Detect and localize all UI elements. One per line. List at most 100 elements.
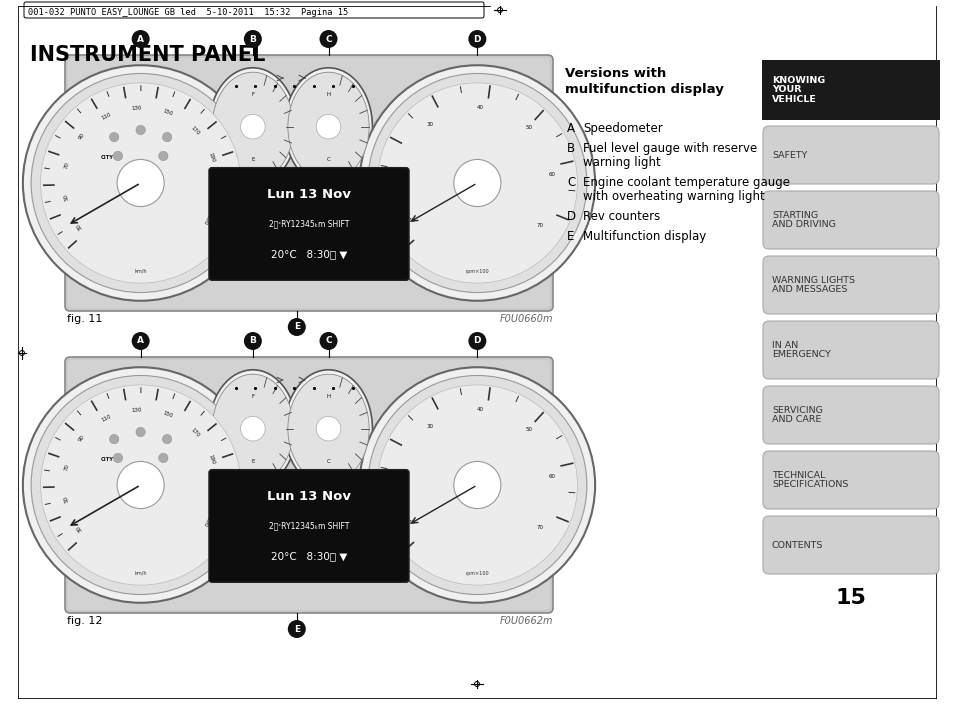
Text: B: B — [249, 35, 256, 44]
Text: AND CARE: AND CARE — [771, 415, 821, 424]
Text: C: C — [326, 157, 330, 162]
Text: 2ⓈᶜRY12345ₖm SHIFT: 2ⓈᶜRY12345ₖm SHIFT — [269, 220, 349, 229]
Text: C: C — [325, 337, 332, 345]
Circle shape — [117, 160, 164, 207]
Circle shape — [288, 620, 306, 638]
Circle shape — [40, 83, 240, 283]
Text: Rev counters: Rev counters — [582, 210, 659, 223]
Text: 10: 10 — [408, 520, 416, 525]
Text: D: D — [473, 337, 480, 345]
Circle shape — [31, 73, 250, 292]
Text: H: H — [326, 92, 331, 97]
Text: 001-032 PUNTO EASY_LOUNGE GB led  5-10-2011  15:32  Pagina 15: 001-032 PUNTO EASY_LOUNGE GB led 5-10-20… — [28, 8, 348, 17]
FancyBboxPatch shape — [209, 469, 409, 582]
Circle shape — [110, 434, 119, 444]
Text: A: A — [566, 122, 575, 135]
Circle shape — [468, 30, 486, 48]
Circle shape — [376, 385, 577, 585]
Text: 70: 70 — [536, 223, 542, 228]
Text: SERVICING: SERVICING — [771, 406, 822, 414]
Text: E: E — [251, 157, 254, 162]
Text: 230: 230 — [202, 214, 211, 225]
Circle shape — [359, 65, 595, 301]
FancyBboxPatch shape — [762, 321, 938, 379]
Text: E: E — [251, 459, 254, 464]
Text: 2ⓈᶜRY12345ₖm SHIFT: 2ⓈᶜRY12345ₖm SHIFT — [269, 522, 349, 530]
Text: 170: 170 — [189, 125, 200, 136]
Circle shape — [288, 318, 306, 336]
Circle shape — [162, 133, 172, 142]
Text: rpm×100: rpm×100 — [465, 571, 489, 576]
Text: H: H — [326, 394, 331, 399]
FancyBboxPatch shape — [65, 55, 553, 311]
Circle shape — [319, 30, 337, 48]
Text: E: E — [294, 323, 299, 332]
Ellipse shape — [209, 370, 296, 488]
Text: B: B — [566, 142, 575, 155]
Circle shape — [31, 376, 250, 594]
Text: E: E — [566, 230, 574, 243]
Text: 20: 20 — [399, 167, 406, 172]
Text: 130: 130 — [132, 105, 142, 111]
Text: B: B — [249, 337, 256, 345]
Circle shape — [135, 125, 145, 135]
Text: 70: 70 — [64, 463, 71, 471]
Text: rpm×100: rpm×100 — [465, 269, 489, 274]
FancyBboxPatch shape — [762, 451, 938, 509]
Text: EMERGENCY: EMERGENCY — [771, 350, 830, 359]
Circle shape — [240, 417, 265, 441]
Circle shape — [468, 332, 486, 350]
Circle shape — [113, 453, 123, 462]
Text: Engine coolant temperature gauge: Engine coolant temperature gauge — [582, 176, 789, 189]
Text: 210: 210 — [213, 184, 218, 194]
Ellipse shape — [288, 72, 369, 181]
Text: 20: 20 — [399, 469, 406, 474]
Text: TECHNICAL: TECHNICAL — [771, 471, 824, 480]
FancyBboxPatch shape — [762, 516, 938, 574]
Text: KNOWING: KNOWING — [771, 76, 824, 85]
Text: IN AN: IN AN — [771, 341, 798, 349]
Ellipse shape — [212, 72, 294, 181]
Circle shape — [40, 385, 240, 585]
Text: 150: 150 — [162, 411, 173, 419]
Text: C: C — [326, 459, 330, 464]
Text: Lun 13 Nov: Lun 13 Nov — [267, 189, 351, 201]
Circle shape — [359, 367, 595, 603]
Circle shape — [132, 30, 150, 48]
Ellipse shape — [209, 68, 296, 186]
Text: C: C — [325, 35, 332, 44]
Text: 30: 30 — [426, 121, 434, 126]
Ellipse shape — [284, 370, 372, 488]
Circle shape — [368, 376, 586, 594]
Text: AND DRIVING: AND DRIVING — [771, 220, 835, 229]
FancyBboxPatch shape — [762, 386, 938, 444]
Circle shape — [132, 332, 150, 350]
Text: 70: 70 — [64, 161, 71, 169]
Text: 30: 30 — [74, 524, 83, 532]
Text: Multifunction display: Multifunction display — [582, 230, 705, 243]
FancyBboxPatch shape — [762, 126, 938, 184]
Circle shape — [135, 427, 145, 437]
Text: Lun 13 Nov: Lun 13 Nov — [267, 490, 351, 503]
Circle shape — [162, 434, 172, 444]
Circle shape — [117, 462, 164, 508]
Circle shape — [158, 151, 168, 161]
Text: A: A — [137, 35, 144, 44]
Text: Speedometer: Speedometer — [582, 122, 662, 135]
Circle shape — [23, 367, 258, 603]
Text: 10: 10 — [408, 218, 416, 223]
Circle shape — [23, 65, 258, 301]
Text: 15: 15 — [835, 588, 865, 608]
Text: D: D — [473, 35, 480, 44]
Text: SPECIFICATIONS: SPECIFICATIONS — [771, 480, 847, 489]
Circle shape — [454, 160, 500, 207]
Text: km/h: km/h — [134, 571, 147, 576]
Text: D: D — [566, 210, 576, 223]
Text: E: E — [294, 625, 299, 633]
Text: 190: 190 — [207, 152, 215, 163]
Text: A: A — [137, 337, 144, 345]
Text: WARNING LIGHTS: WARNING LIGHTS — [771, 276, 854, 285]
Text: 40: 40 — [476, 407, 483, 412]
Text: STARTING: STARTING — [771, 211, 818, 220]
Circle shape — [376, 83, 577, 283]
